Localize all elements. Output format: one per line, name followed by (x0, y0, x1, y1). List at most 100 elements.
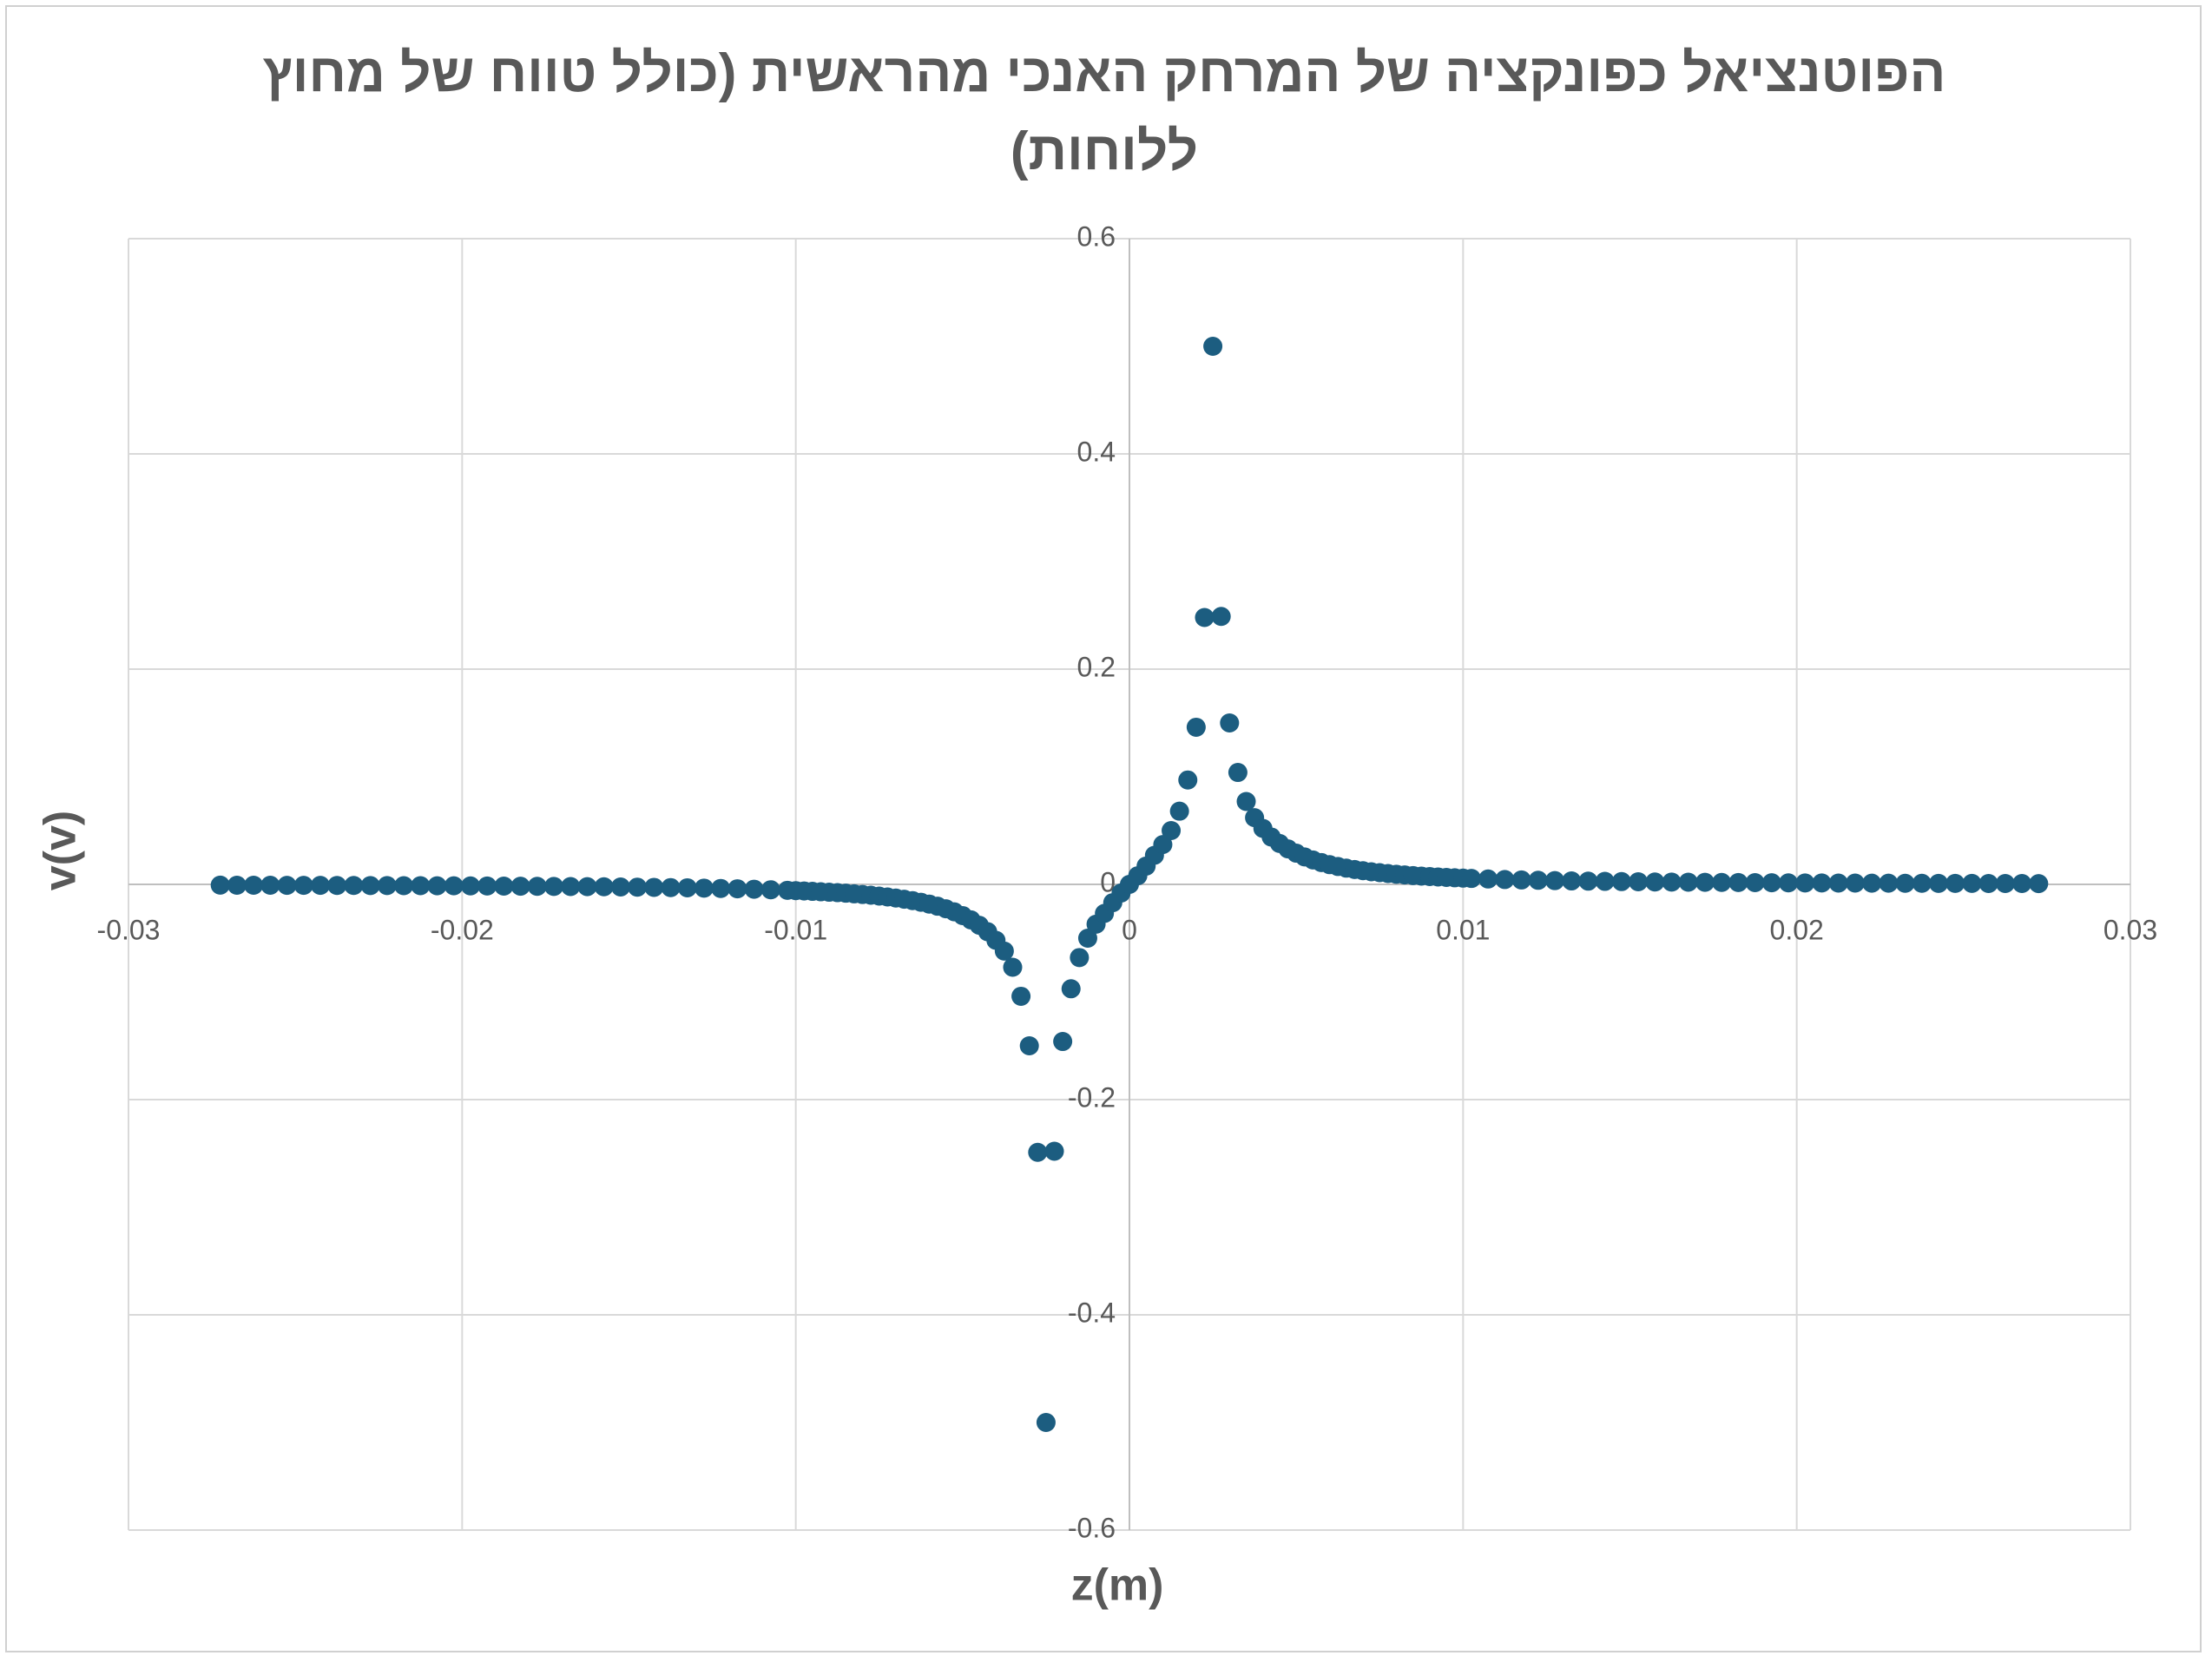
data-point (577, 877, 597, 897)
data-point (1761, 873, 1781, 893)
x-tick-label: -0.02 (431, 914, 494, 945)
data-point (1044, 1141, 1064, 1161)
data-point (1562, 871, 1582, 891)
data-point (594, 877, 614, 897)
data-point (327, 876, 347, 896)
data-point (744, 879, 764, 899)
data-point (1629, 872, 1649, 892)
chart-title: הפוטנציאל כפונקציה של המרחק האנכי מהראשי… (262, 43, 1946, 181)
data-point (310, 876, 330, 896)
data-point (1745, 873, 1765, 893)
data-point (1995, 874, 2015, 894)
data-point (394, 876, 414, 896)
data-point (727, 879, 747, 899)
data-point (1495, 870, 1515, 890)
data-point (644, 877, 664, 897)
data-point (1195, 608, 1215, 627)
x-tick-label: 0.03 (2103, 914, 2157, 945)
data-point (1228, 763, 1248, 783)
data-point (444, 876, 464, 896)
data-point (677, 877, 697, 897)
data-point (561, 877, 581, 897)
data-point (711, 878, 731, 898)
data-point (277, 876, 297, 896)
data-point (1845, 873, 1865, 893)
data-point (494, 876, 514, 896)
data-point (1779, 873, 1799, 893)
data-point (610, 877, 630, 897)
data-point (1879, 873, 1899, 893)
data-point (1695, 872, 1715, 892)
data-point (510, 877, 530, 897)
data-point (1611, 871, 1631, 891)
data-point (1077, 929, 1097, 948)
x-axis-title: z(m) (1071, 1560, 1164, 1611)
data-point (994, 941, 1014, 961)
data-point (411, 876, 431, 896)
x-tick-label: 0.02 (1770, 914, 1824, 945)
data-point (210, 875, 230, 895)
data-point (694, 878, 714, 898)
y-tick-label: 0.4 (1077, 436, 1116, 467)
data-point (1186, 717, 1206, 737)
data-point (2029, 874, 2049, 894)
data-point (1070, 948, 1090, 968)
data-point (1153, 835, 1173, 855)
data-point (1795, 873, 1815, 893)
data-point (1028, 1142, 1048, 1162)
data-point (527, 877, 547, 897)
data-point (1595, 871, 1615, 891)
data-point (227, 875, 247, 895)
data-point (544, 877, 564, 897)
data-point (244, 875, 264, 895)
data-point (1828, 873, 1848, 893)
data-point (1203, 337, 1223, 356)
data-point (1712, 872, 1732, 892)
data-point (344, 876, 364, 896)
data-point (2012, 874, 2032, 894)
data-point (1162, 821, 1182, 840)
x-tick-label: -0.03 (97, 914, 161, 945)
data-point (1645, 872, 1665, 892)
data-point (1528, 870, 1548, 890)
data-point (1003, 957, 1023, 977)
data-point (1912, 873, 1932, 893)
data-point (1662, 872, 1682, 892)
data-point (377, 876, 397, 896)
y-tick-label: 0 (1100, 866, 1116, 897)
x-tick-label: 0 (1122, 914, 1137, 945)
data-point (260, 875, 280, 895)
data-point (1169, 801, 1189, 821)
data-point (661, 877, 681, 897)
data-point (1053, 1032, 1073, 1052)
y-tick-label: -0.4 (1068, 1297, 1116, 1328)
data-point (1929, 873, 1949, 893)
x-tick-label: 0.01 (1436, 914, 1490, 945)
data-point (1036, 1413, 1056, 1432)
data-point (1895, 873, 1915, 893)
data-point (1962, 873, 1982, 893)
data-point (760, 880, 780, 900)
y-tick-label: -0.2 (1068, 1081, 1116, 1113)
data-point (1511, 870, 1531, 890)
data-point (1236, 792, 1256, 811)
data-point (1011, 986, 1031, 1006)
data-point (1812, 873, 1832, 893)
data-point (1945, 873, 1965, 893)
data-point (360, 876, 380, 896)
data-point (1061, 979, 1081, 999)
data-point (477, 876, 497, 896)
data-point (1019, 1036, 1039, 1055)
y-axis-title: v(v) (36, 811, 86, 890)
x-tick-label: -0.01 (764, 914, 827, 945)
y-tick-label: -0.6 (1068, 1512, 1116, 1543)
data-point (1178, 770, 1198, 790)
data-point (1211, 607, 1231, 627)
data-point (1678, 872, 1698, 892)
data-point (1545, 870, 1565, 890)
data-point (460, 876, 480, 896)
data-point (1728, 872, 1748, 892)
data-point (293, 876, 313, 896)
data-point (1478, 869, 1498, 889)
